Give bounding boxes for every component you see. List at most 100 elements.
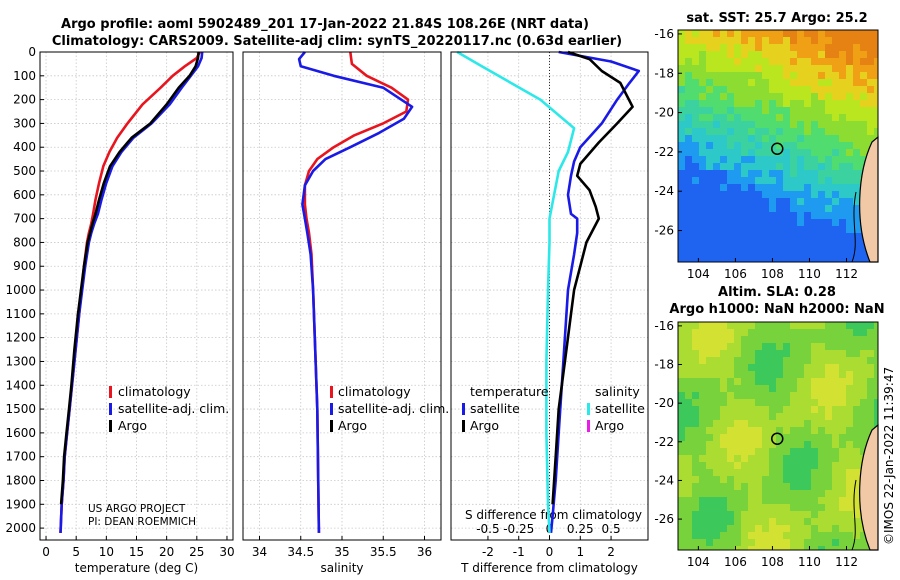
map-cell — [692, 476, 700, 484]
map-cell — [825, 114, 833, 122]
map-cell — [706, 93, 714, 101]
map-cell — [748, 427, 756, 435]
map-cell — [874, 93, 879, 101]
x-axis-label: temperature (deg C) — [75, 561, 198, 575]
x-axis-label: T difference from climatology — [460, 561, 638, 575]
map-cell — [783, 427, 791, 435]
map-cell — [741, 392, 749, 400]
map-cell — [741, 546, 749, 551]
map-cell — [832, 357, 840, 365]
map-cell — [804, 462, 812, 470]
map-cell — [832, 247, 840, 255]
map-cell — [776, 100, 784, 108]
map-cell — [783, 448, 791, 456]
map-cell — [797, 135, 805, 143]
map-cell — [762, 385, 770, 393]
map-cell — [811, 37, 819, 45]
map-y-tick-label: -26 — [654, 512, 674, 526]
map-cell — [783, 497, 791, 505]
map-cell — [874, 107, 879, 115]
s-tick-label: 0.5 — [602, 522, 621, 536]
map-cell — [846, 413, 854, 421]
map-cell — [720, 135, 728, 143]
map-cell — [699, 72, 707, 80]
map-cell — [790, 128, 798, 136]
map-cell — [776, 350, 784, 358]
map-cell — [699, 476, 707, 484]
map-cell — [678, 51, 686, 59]
map-cell — [797, 497, 805, 505]
map-cell — [825, 490, 833, 498]
map-cell — [860, 420, 868, 428]
map-cell — [713, 504, 721, 512]
map-cell — [776, 135, 784, 143]
map-cell — [839, 226, 847, 234]
map-cell — [706, 212, 714, 220]
map-cell — [790, 240, 798, 248]
map-cell — [727, 357, 735, 365]
map-cell — [727, 455, 735, 463]
map-cell — [762, 448, 770, 456]
map-cell — [755, 37, 763, 45]
map-cell — [727, 72, 735, 80]
map-cell — [783, 233, 791, 241]
map-cell — [776, 399, 784, 407]
map-cell — [846, 469, 854, 477]
y-tick-label: 1100 — [5, 307, 36, 321]
map-cell — [678, 79, 686, 87]
map-cell — [860, 72, 868, 80]
map-cell — [692, 205, 700, 213]
map-cell — [776, 525, 784, 533]
map-cell — [762, 455, 770, 463]
map-cell — [839, 51, 847, 59]
map-cell — [818, 219, 826, 227]
map-cell — [685, 219, 693, 227]
map-cell — [769, 532, 777, 540]
map-cell — [860, 399, 868, 407]
map-cell — [769, 51, 777, 59]
map-cell — [811, 357, 819, 365]
map-cell — [734, 107, 742, 115]
series-argo — [59, 51, 200, 505]
map-cell — [755, 100, 763, 108]
map-cell — [692, 322, 700, 330]
map-cell — [818, 100, 826, 108]
map-cell — [783, 378, 791, 386]
map-cell — [748, 539, 756, 547]
map-cell — [699, 378, 707, 386]
map-cell — [839, 476, 847, 484]
map-cell — [846, 511, 854, 519]
map-cell — [818, 350, 826, 358]
map-cell — [818, 532, 826, 540]
map-cell — [699, 58, 707, 66]
legend2-argo-swatch — [330, 420, 333, 432]
map-cell — [776, 357, 784, 365]
map-cell — [699, 219, 707, 227]
legend3-sal-argo-swatch — [587, 420, 590, 432]
map-cell — [776, 385, 784, 393]
map-cell — [741, 58, 749, 66]
map-cell — [769, 219, 777, 227]
map-cell — [748, 142, 756, 150]
map-cell — [699, 240, 707, 248]
map-cell — [741, 497, 749, 505]
map-cell — [727, 226, 735, 234]
map-cell — [769, 385, 777, 393]
map-cell — [685, 490, 693, 498]
map-cell — [706, 350, 714, 358]
map-cell — [776, 469, 784, 477]
map-cell — [734, 406, 742, 414]
map-cell — [699, 441, 707, 449]
map-cell — [832, 65, 840, 73]
map-cell — [825, 65, 833, 73]
map-cell — [811, 219, 819, 227]
map-cell — [776, 93, 784, 101]
map-cell — [692, 184, 700, 192]
map-cell — [755, 357, 763, 365]
map-cell — [685, 170, 693, 178]
map-cell — [839, 406, 847, 414]
map-cell — [720, 198, 728, 206]
map-cell — [713, 525, 721, 533]
map-cell — [748, 378, 756, 386]
map-cell — [685, 378, 693, 386]
